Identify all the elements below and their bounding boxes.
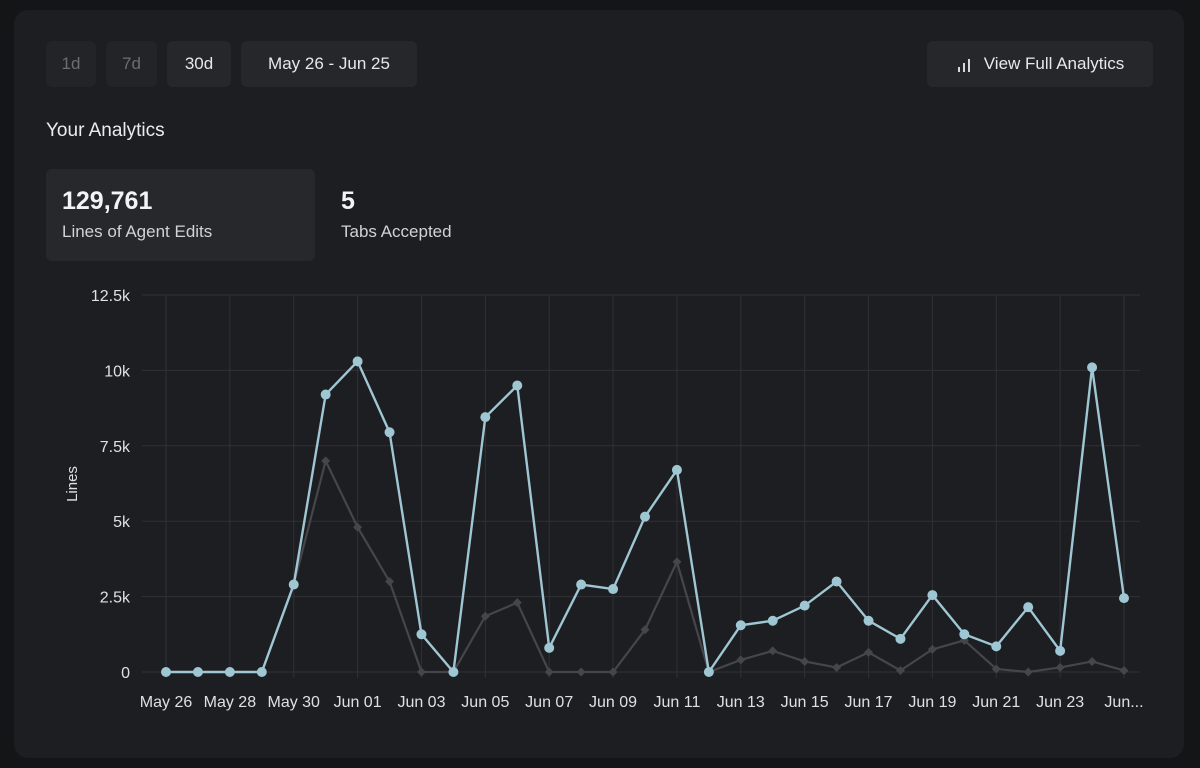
data-point-agent-edits [352, 356, 363, 367]
data-point-tabs [672, 557, 682, 567]
data-point-agent-edits [1023, 602, 1034, 613]
data-point-agent-edits [512, 380, 523, 391]
x-tick-label: Jun 17 [845, 694, 893, 711]
y-tick-label: 10k [104, 363, 131, 380]
data-point-agent-edits [991, 641, 1002, 652]
data-point-agent-edits [1119, 593, 1129, 604]
data-point-agent-edits [767, 615, 778, 626]
data-point-agent-edits [192, 667, 203, 677]
y-axis-label: Lines [64, 466, 81, 502]
data-point-agent-edits [671, 464, 682, 475]
data-point-tabs [895, 665, 905, 675]
data-point-agent-edits [608, 584, 619, 595]
data-point-tabs [1055, 662, 1065, 672]
data-point-tabs [353, 522, 363, 532]
y-tick-label: 0 [121, 665, 130, 682]
data-point-agent-edits [735, 620, 746, 631]
x-tick-label: May 28 [204, 694, 257, 711]
x-tick-label: May 30 [267, 694, 320, 711]
view-full-analytics-label: View Full Analytics [983, 54, 1125, 73]
data-point-tabs [1119, 665, 1129, 675]
data-point-agent-edits [448, 667, 459, 677]
data-point-agent-edits [1055, 645, 1066, 656]
x-tick-label: May 26 [140, 694, 193, 711]
range-7d-button[interactable]: 7d [106, 41, 157, 87]
data-point-agent-edits [256, 667, 267, 677]
analytics-panel: 1d 7d 30d May 26 - Jun 25 View Full Anal… [14, 10, 1184, 758]
view-full-analytics-button[interactable]: View Full Analytics [927, 41, 1153, 87]
y-tick-label: 5k [113, 514, 131, 531]
x-tick-label: Jun 15 [781, 694, 829, 711]
x-tick-label: Jun 09 [589, 694, 637, 711]
x-tick-label: Jun 01 [334, 694, 382, 711]
y-tick-label: 2.5k [100, 590, 131, 607]
data-point-agent-edits [703, 667, 714, 677]
data-point-agent-edits [384, 427, 395, 438]
x-tick-label: Jun... [1104, 694, 1143, 711]
data-point-agent-edits [320, 389, 331, 400]
data-point-agent-edits [895, 633, 906, 644]
data-point-tabs [512, 598, 522, 608]
data-point-tabs [736, 655, 746, 665]
data-point-tabs [544, 667, 554, 677]
data-point-tabs [640, 625, 650, 635]
x-tick-label: Jun 03 [397, 694, 445, 711]
data-point-agent-edits [161, 667, 171, 677]
x-tick-label: Jun 19 [908, 694, 956, 711]
y-tick-label: 7.5k [100, 439, 131, 456]
data-point-agent-edits [1087, 362, 1098, 373]
data-point-tabs [385, 577, 395, 587]
data-point-tabs [1087, 656, 1097, 666]
x-tick-label: Jun 05 [461, 694, 509, 711]
section-title: Your Analytics [46, 120, 165, 141]
data-point-tabs [864, 647, 874, 657]
stat-tabs-accepted-label: Tabs Accepted [341, 222, 452, 241]
stat-agent-edits-label: Lines of Agent Edits [62, 222, 213, 241]
stat-tabs-accepted-value: 5 [341, 187, 355, 215]
data-point-agent-edits [799, 600, 810, 611]
data-point-agent-edits [576, 579, 587, 590]
data-point-agent-edits [288, 579, 299, 590]
data-point-tabs [416, 667, 426, 677]
data-point-tabs [321, 456, 331, 466]
data-point-agent-edits [927, 590, 938, 601]
data-point-tabs [927, 644, 937, 654]
data-point-agent-edits [416, 629, 427, 640]
x-tick-label: Jun 11 [654, 694, 701, 711]
x-tick-label: Jun 21 [972, 694, 1020, 711]
data-point-agent-edits [640, 511, 650, 522]
stat-agent-edits-value: 129,761 [62, 187, 153, 215]
range-30d-button[interactable]: 30d [167, 41, 231, 87]
data-point-tabs [800, 656, 810, 666]
x-tick-label: Jun 07 [525, 694, 573, 711]
bar-chart-icon [957, 58, 970, 72]
stat-agent-edits[interactable]: 129,761 Lines of Agent Edits [46, 169, 315, 261]
data-point-agent-edits [959, 629, 970, 640]
data-point-tabs [1023, 667, 1033, 677]
data-point-agent-edits [863, 615, 874, 626]
x-tick-label: Jun 13 [717, 694, 765, 711]
data-point-agent-edits [544, 642, 555, 653]
data-point-agent-edits [831, 576, 842, 587]
data-point-tabs [768, 646, 778, 656]
stat-tabs-accepted[interactable]: 5 Tabs Accepted [325, 169, 525, 261]
data-point-tabs [576, 667, 586, 677]
data-point-agent-edits [480, 412, 491, 423]
range-1d-button[interactable]: 1d [46, 41, 96, 87]
x-tick-label: Jun 23 [1036, 694, 1084, 711]
y-tick-label: 12.5k [91, 288, 131, 305]
data-point-tabs [480, 611, 490, 621]
data-point-agent-edits [224, 667, 235, 677]
data-point-tabs [832, 662, 842, 672]
data-point-tabs [608, 667, 618, 677]
date-range-picker[interactable]: May 26 - Jun 25 [241, 41, 417, 87]
data-point-tabs [991, 664, 1001, 674]
